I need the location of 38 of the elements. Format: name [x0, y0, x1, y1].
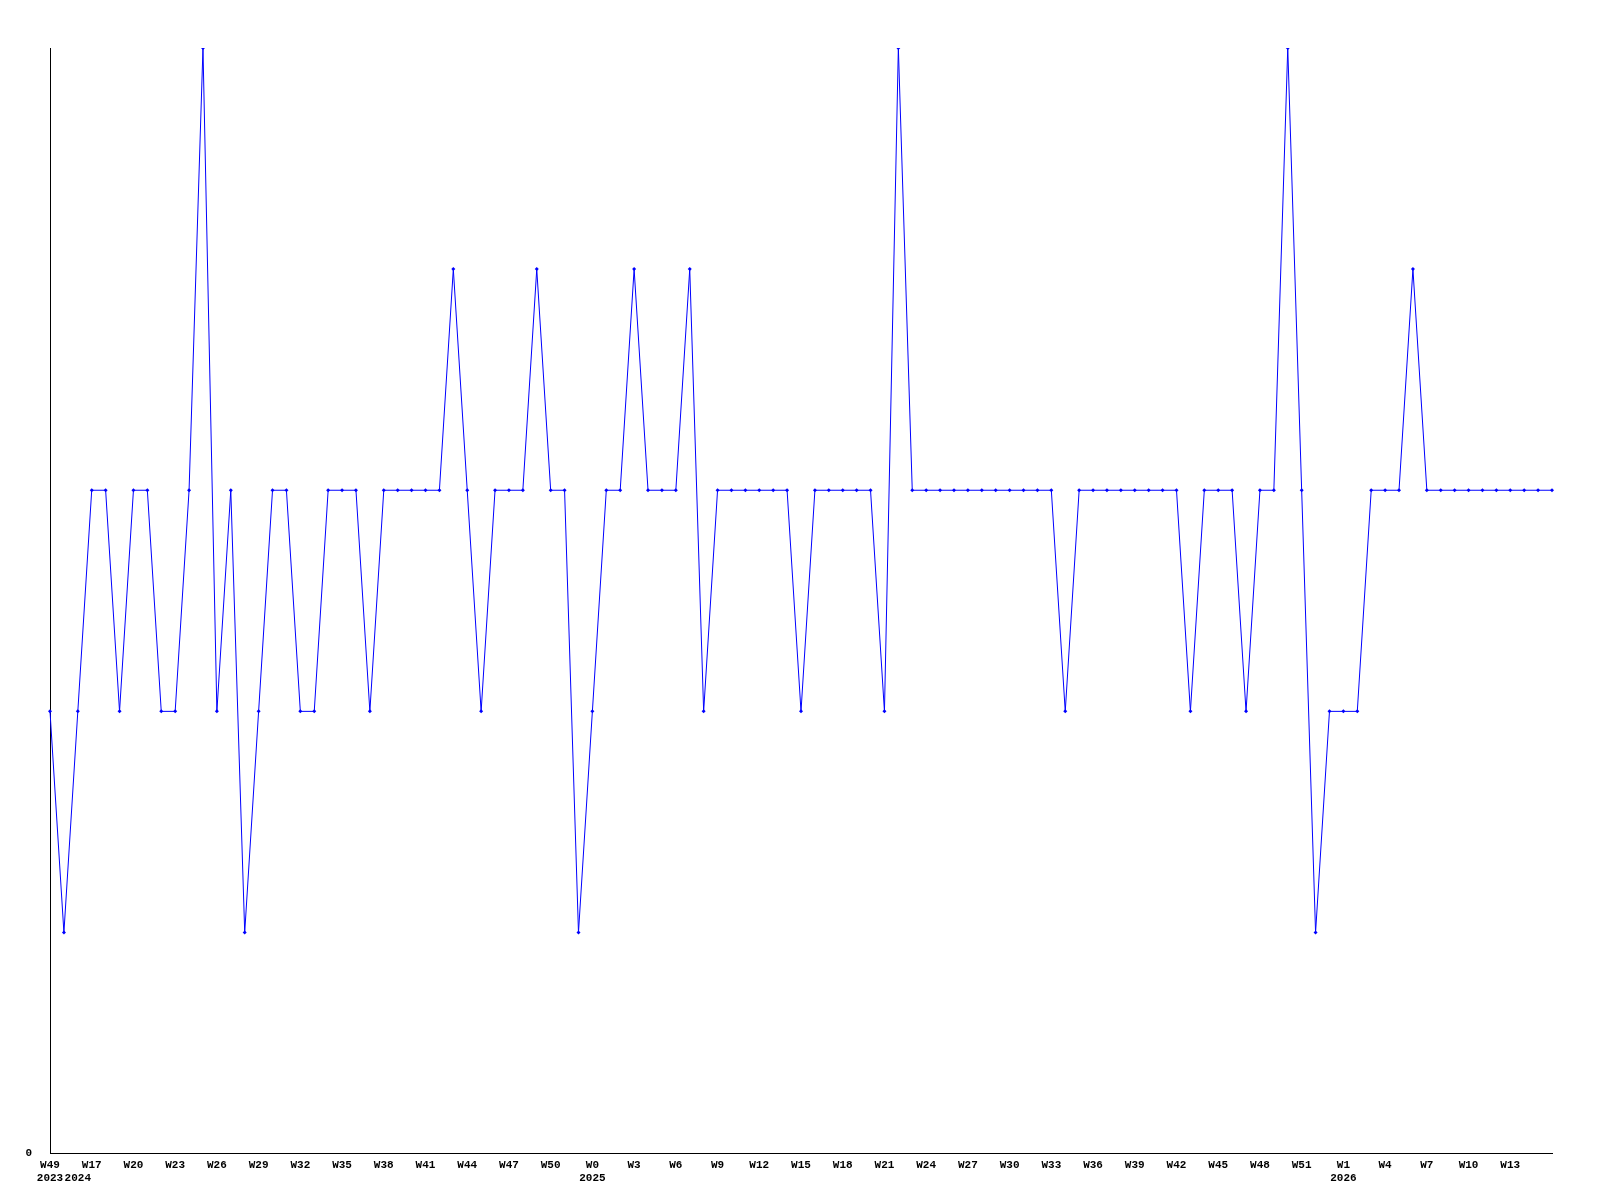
x-tick-label: W41 — [415, 1158, 436, 1171]
x-tick-label: W49 2023 — [36, 1158, 64, 1185]
x-tick-label: W26 — [206, 1158, 227, 1171]
x-tick-label: 2024 — [64, 1172, 92, 1185]
x-tick-label: W10 — [1458, 1158, 1479, 1171]
x-tick-label: W27 — [957, 1158, 978, 1171]
x-tick-label: W44 — [457, 1158, 478, 1171]
text: 0 — [25, 1147, 32, 1160]
x-tick-label: W24 — [916, 1158, 937, 1171]
x-tick-label: W21 — [874, 1158, 895, 1171]
x-tick-label: W7 — [1420, 1158, 1434, 1171]
x-tick-label: W30 — [999, 1158, 1020, 1171]
x-tick-label: W23 — [165, 1158, 186, 1171]
x-tick-label: W47 — [499, 1158, 519, 1171]
x-tick-label: W33 — [1041, 1158, 1062, 1171]
x-tick-label: W17 — [81, 1158, 102, 1171]
x-tick-label: W29 — [248, 1158, 269, 1171]
x-tick-label: W13 — [1500, 1158, 1521, 1171]
x-tick-label: W15 — [791, 1158, 812, 1171]
x-tick-label: W45 — [1208, 1158, 1229, 1171]
x-tick-label: W20 — [123, 1158, 144, 1171]
x-tick-label: W39 — [1124, 1158, 1145, 1171]
x-tick-label: W32 — [290, 1158, 311, 1171]
x-tick-label: W12 — [749, 1158, 770, 1171]
x-tick-label: W42 — [1166, 1158, 1187, 1171]
x-tick-label: W48 — [1250, 1158, 1271, 1171]
x-tick-label: W6 — [669, 1158, 683, 1171]
x-tick-label: W18 — [832, 1158, 854, 1171]
x-tick-label: W4 — [1378, 1158, 1393, 1171]
x-tick-label: W0 2025 — [579, 1158, 606, 1185]
x-tick-label: W51 — [1291, 1158, 1312, 1171]
x-tick-label: W50 — [540, 1158, 561, 1171]
x-tick-label: W1 2026 — [1330, 1158, 1357, 1185]
x-tick-label: W38 — [373, 1158, 395, 1171]
x-tick-label: W35 — [332, 1158, 353, 1171]
x-tick-label: W9 — [710, 1158, 725, 1171]
x-tick-label: W36 — [1083, 1158, 1103, 1171]
x-tick-label: W3 — [627, 1158, 642, 1171]
